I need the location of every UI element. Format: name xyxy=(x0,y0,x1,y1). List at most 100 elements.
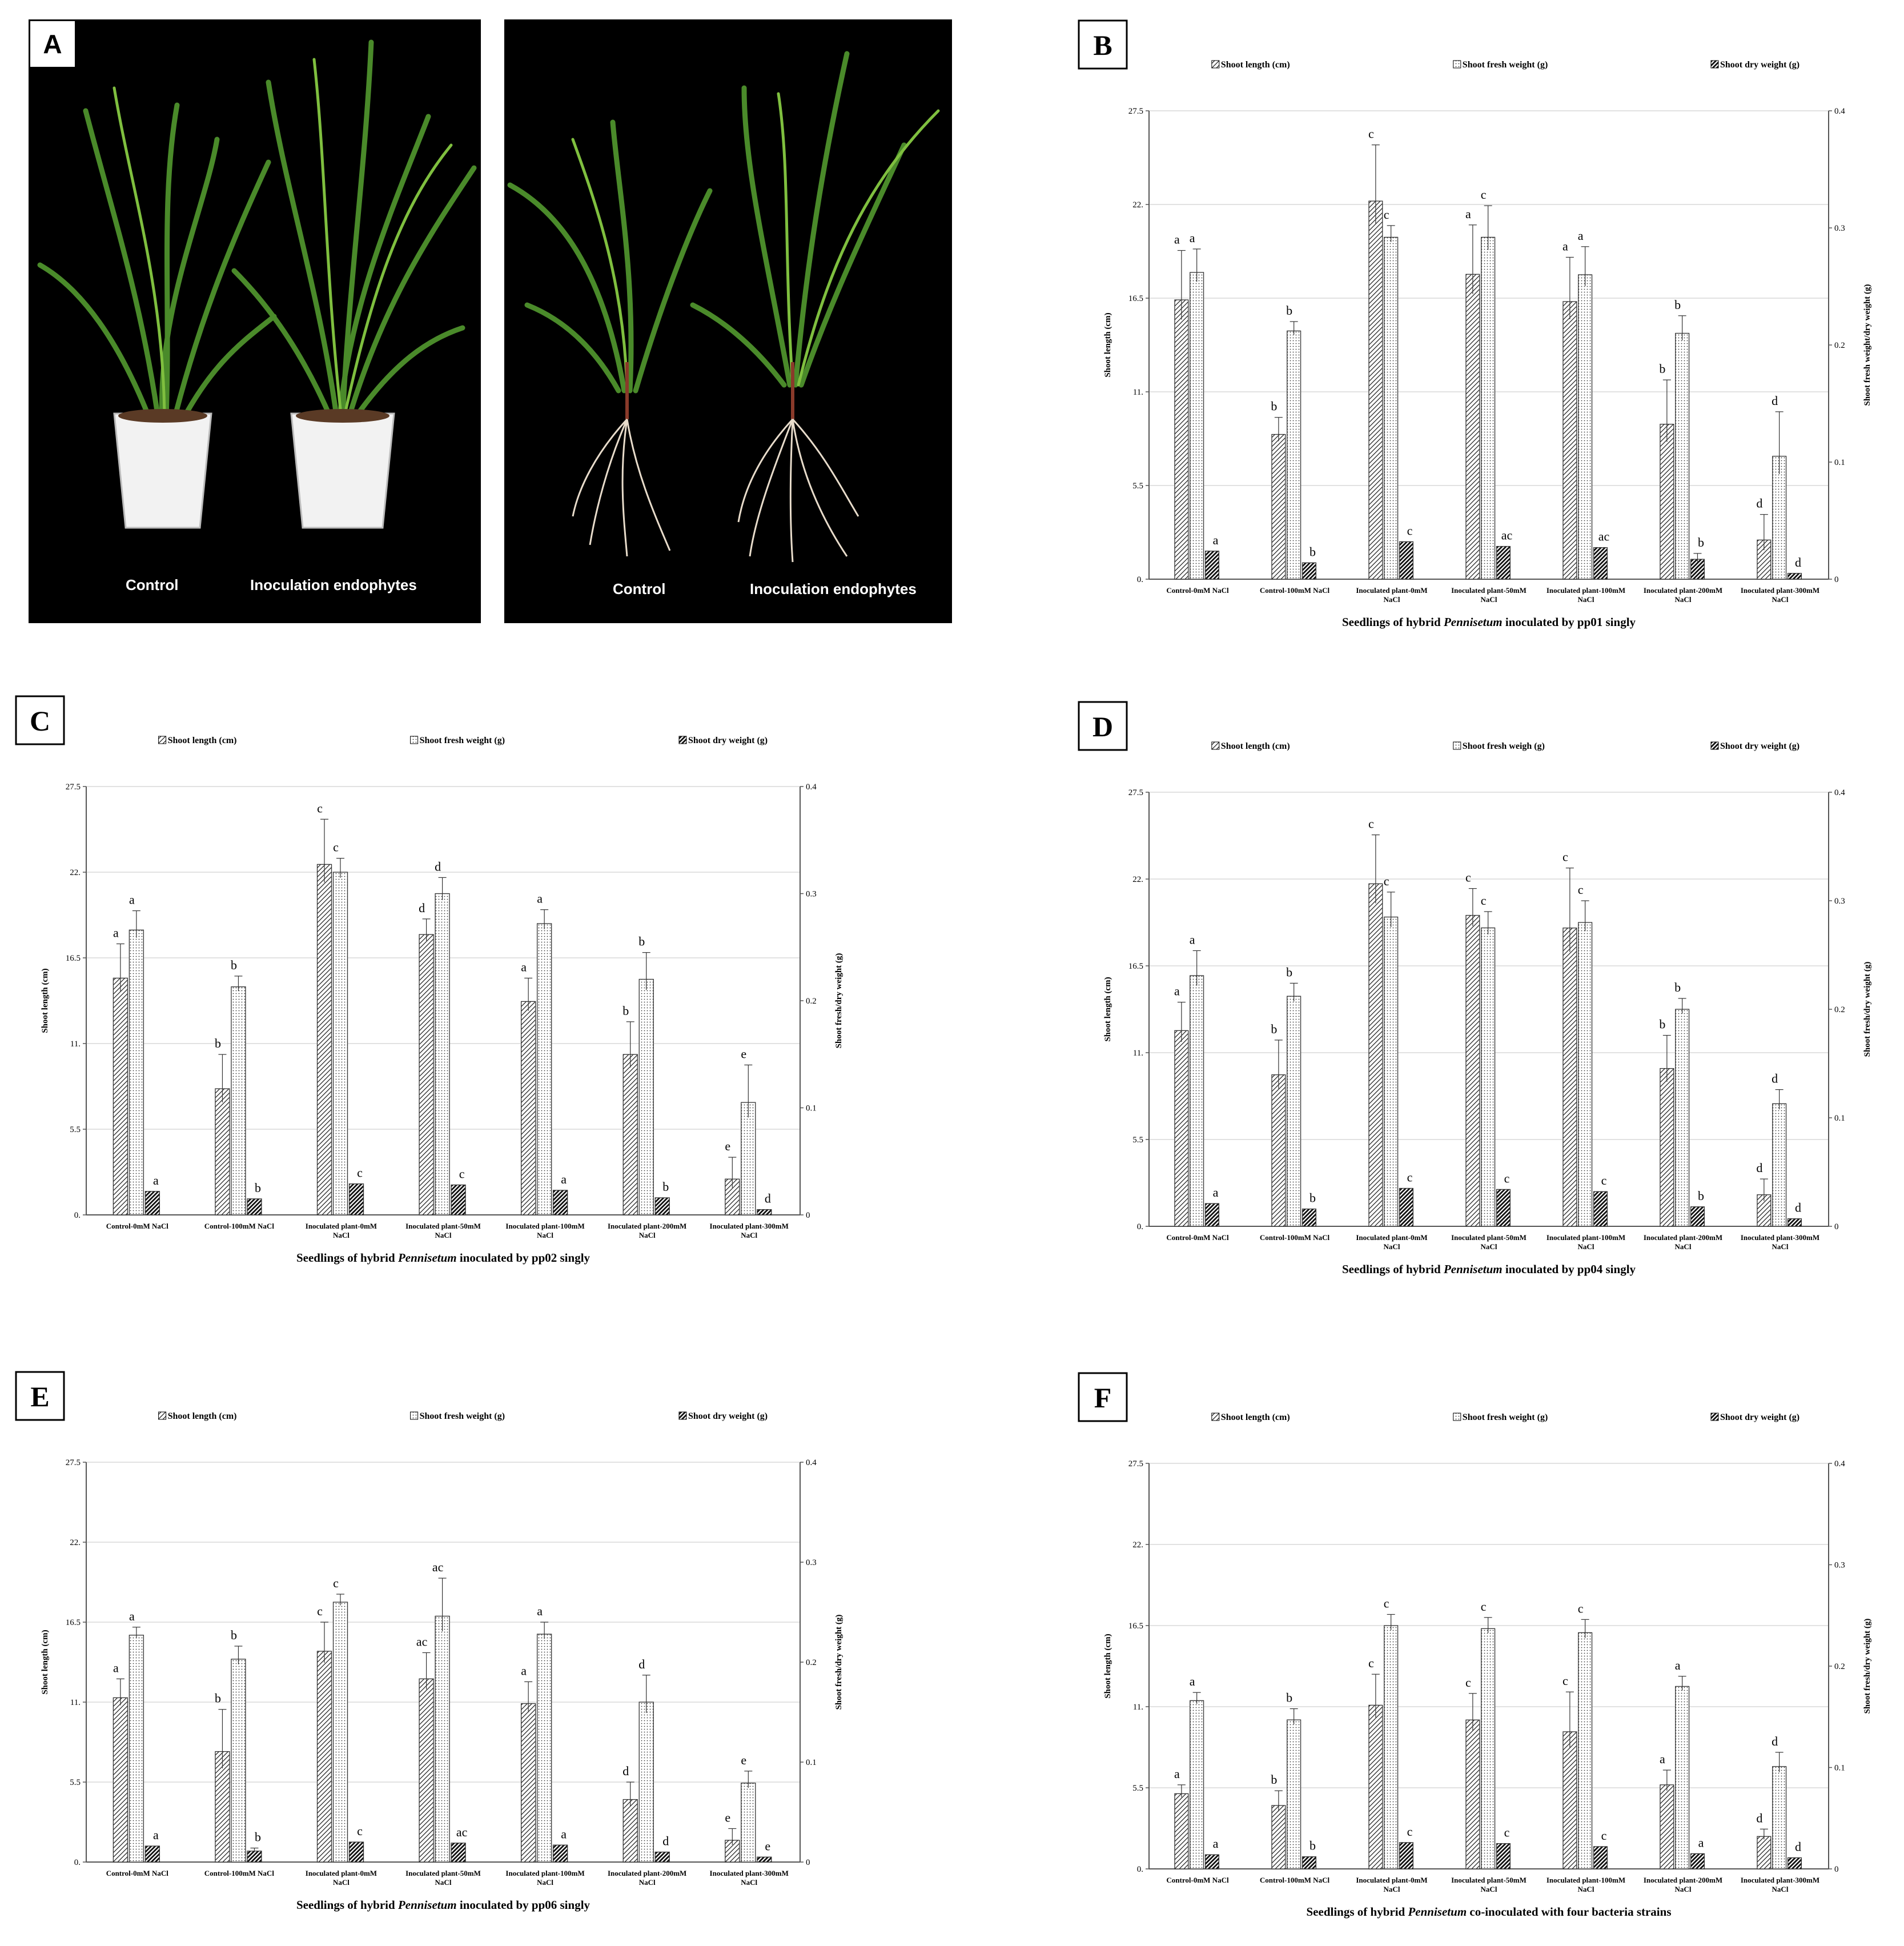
significance-letter: c xyxy=(1368,1656,1374,1670)
significance-letter: a xyxy=(153,1173,159,1187)
significance-letter: c xyxy=(1562,1674,1568,1688)
significance-letter: a xyxy=(521,960,527,974)
significance-letter: ac xyxy=(1501,528,1513,543)
bar-bold xyxy=(247,1198,262,1215)
significance-letter: d xyxy=(662,1834,669,1848)
significance-letter: d xyxy=(1772,1734,1778,1748)
bar-diag xyxy=(1174,1793,1189,1869)
significance-letter: a xyxy=(1465,207,1471,221)
bar-bold xyxy=(1302,1208,1317,1227)
significance-letter: d xyxy=(765,1191,771,1206)
x-axis-title: Seedlings of hybrid Pennisetum inoculate… xyxy=(296,1898,591,1912)
y2-tick-label: 0 xyxy=(1834,1865,1839,1874)
legend-swatch xyxy=(1211,1413,1220,1421)
bar-bold xyxy=(1302,1856,1317,1869)
x-tick-label: Inoculated plant-0mM xyxy=(306,1222,377,1230)
bar-dots xyxy=(231,986,246,1215)
panel-letter-a: A xyxy=(29,19,77,69)
x-tick-label: Inoculated plant-300mM xyxy=(710,1869,789,1877)
significance-letter: a xyxy=(1190,231,1195,245)
significance-letter: b xyxy=(231,1628,237,1642)
photo1-label-inoculation: Inoculation endophytes xyxy=(250,576,417,593)
significance-letter: a xyxy=(1213,1836,1219,1851)
x-tick-label: NaCl xyxy=(1772,1885,1789,1893)
significance-letter: a xyxy=(537,1604,543,1618)
x-tick-label: Inoculated plant-300mM xyxy=(1741,1876,1819,1884)
significance-letter: b xyxy=(1271,1772,1277,1787)
x-tick-label: Inoculated plant-0mM xyxy=(1356,586,1427,595)
legend-label: Shoot dry weight (g) xyxy=(1720,1413,1799,1422)
significance-letter: a xyxy=(1660,1752,1665,1766)
significance-letter: b xyxy=(1286,965,1292,979)
bar-bold xyxy=(757,1856,772,1863)
y-tick-label: 22. xyxy=(70,1538,81,1547)
bar-bold xyxy=(1399,1187,1414,1227)
y-tick-label: 16.5 xyxy=(66,1618,81,1627)
significance-letter: b xyxy=(1286,1691,1292,1705)
bar-bold xyxy=(757,1209,772,1215)
significance-letter: a xyxy=(561,1172,567,1186)
y2-tick-label: 0.4 xyxy=(1834,107,1845,116)
bar-dots xyxy=(537,923,552,1215)
significance-letter: c xyxy=(1465,870,1471,885)
significance-letter: b xyxy=(1309,1191,1316,1205)
x-tick-label: Inoculated plant-300mM xyxy=(710,1222,789,1230)
panel-letter-text: D xyxy=(1092,711,1113,743)
chart-legend: Shoot length (cm) Shoot fresh weigh (g) Sh… xyxy=(1211,741,1799,751)
significance-letter: b xyxy=(1674,298,1681,312)
y2-tick-label: 0.1 xyxy=(806,1104,817,1113)
y-tick-label: 0. xyxy=(1137,1222,1143,1231)
bar-dots xyxy=(1384,1625,1399,1869)
bar-diag xyxy=(1562,1731,1577,1869)
significance-letter: c xyxy=(459,1167,465,1181)
legend-label: Shoot length (cm) xyxy=(168,736,237,745)
legend-label: Shoot length (cm) xyxy=(1221,1413,1290,1422)
significance-letter: a xyxy=(1213,533,1219,547)
legend-swatch xyxy=(1453,1413,1461,1421)
legend-label: Shoot length (cm) xyxy=(168,1411,237,1421)
x-tick-label: Control-100mM NaCl xyxy=(1260,1233,1330,1242)
bar-diag xyxy=(1368,883,1383,1227)
y2-tick-label: 0.4 xyxy=(1834,1459,1845,1468)
panel-letter-d: D xyxy=(1078,701,1128,751)
x-tick-label: Inoculated plant-100mM xyxy=(1547,1233,1625,1242)
significance-letter: c xyxy=(1368,817,1374,831)
bar-dots xyxy=(1675,1009,1690,1227)
chart-e: E Shoot length (cm) Shoot fresh weight (g)… xyxy=(15,1371,843,1912)
bar-diag xyxy=(1660,424,1674,580)
panel-letter-e: E xyxy=(15,1371,65,1421)
y-tick-label: 0. xyxy=(1137,1865,1143,1874)
significance-letter: a xyxy=(1174,232,1180,247)
y-tick-label: 5.5 xyxy=(1132,482,1143,491)
x-tick-label: Control-100mM NaCl xyxy=(204,1869,275,1877)
bar-dots xyxy=(1578,1632,1593,1869)
y2-axis-title: Shoot fresh/dry weight (g) xyxy=(834,953,843,1049)
bar-diag xyxy=(622,1799,638,1863)
significance-letter: ac xyxy=(432,1560,444,1574)
legend-swatch xyxy=(678,736,687,744)
significance-letter: a xyxy=(1190,1674,1195,1688)
y-tick-label: 5.5 xyxy=(70,1778,81,1787)
x-axis-title: Seedlings of hybrid Pennisetum inoculate… xyxy=(296,1251,591,1265)
y-tick-label: 11. xyxy=(1133,388,1143,397)
x-tick-label: Inoculated plant-0mM xyxy=(306,1869,377,1877)
bar-bold xyxy=(1787,1857,1802,1869)
y-tick-label: 11. xyxy=(70,1040,81,1049)
photo-washed-roots: Control Inoculation endophytes xyxy=(504,19,952,623)
y-tick-label: 5.5 xyxy=(1132,1784,1143,1793)
x-tick-label: NaCl xyxy=(741,1231,757,1239)
bar-bold xyxy=(1204,1854,1220,1869)
y2-tick-label: 0.4 xyxy=(806,1458,817,1467)
legend-label: Shoot fresh weight (g) xyxy=(1463,1413,1548,1422)
x-tick-label: Inoculated plant-100mM xyxy=(505,1869,584,1877)
significance-letter: d xyxy=(1795,555,1801,569)
bar-diag xyxy=(1271,1805,1286,1869)
y-tick-label: 27.5 xyxy=(1128,1459,1143,1468)
bar-dots xyxy=(1287,1719,1302,1869)
y-tick-label: 0. xyxy=(74,1858,81,1867)
bar-diag xyxy=(316,864,332,1215)
significance-letter: d xyxy=(1772,1072,1778,1086)
x-tick-label: Control-100mM NaCl xyxy=(204,1222,275,1230)
x-tick-label: Inoculated plant-100mM xyxy=(505,1222,584,1230)
significance-letter: c xyxy=(1384,207,1389,222)
